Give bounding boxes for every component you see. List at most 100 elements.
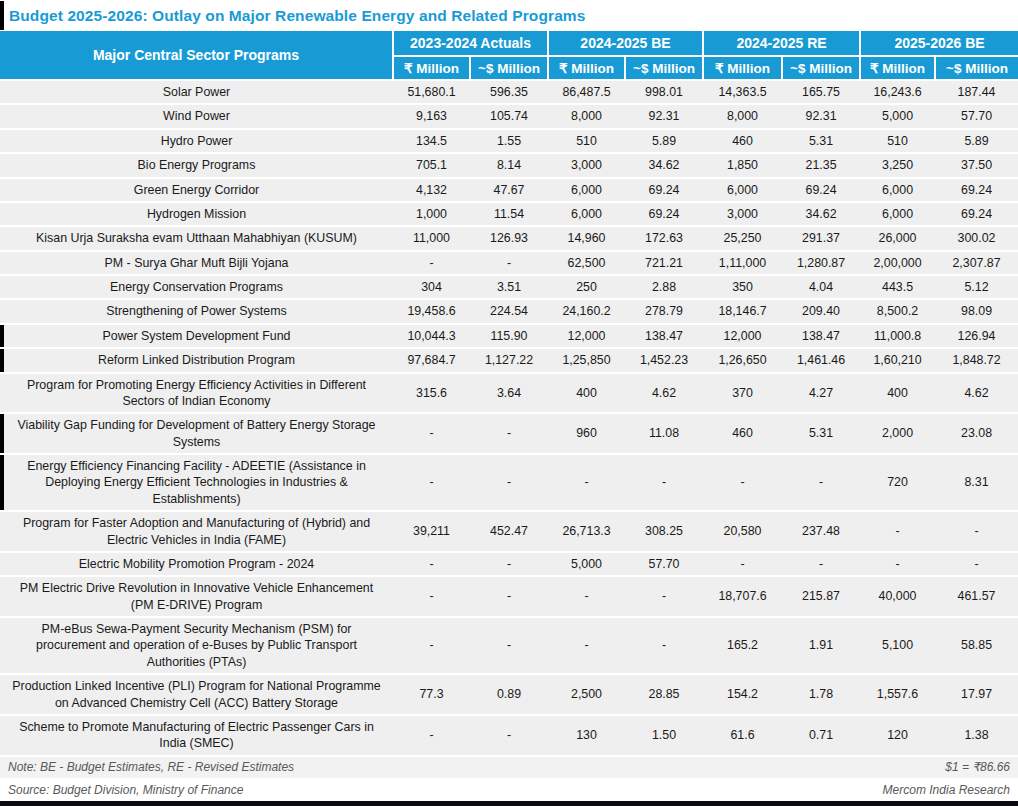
unit-header: ₹ Million [703,56,782,80]
unit-header: ~$ Million [935,56,1018,80]
table-row: Wind Power 9,163105.748,00092.318,00092.… [0,104,1018,128]
program-cell: PM-eBus Sewa-Payment Security Mechanism … [0,617,393,674]
unit-header: ₹ Million [548,56,625,80]
value-cell: - [860,511,935,552]
program-cell: Program for Promoting Energy Efficiency … [0,373,393,414]
table-row: Program for Faster Adoption and Manufact… [0,511,1018,552]
program-cell: PM - Surya Ghar Muft Bijli Yojana [0,251,393,275]
value-cell: 400 [548,373,625,414]
value-cell: 138.47 [782,324,860,348]
value-cell: 105.74 [470,104,548,128]
program-cell: Scheme to Promote Manufacturing of Elect… [0,715,393,756]
program-cell: Electric Mobility Promotion Program - 20… [0,552,393,576]
table-row: Hydro Power 134.51.555105.894605.315105.… [0,129,1018,153]
value-cell: 370 [703,373,782,414]
value-cell: 278.79 [625,299,703,323]
value-cell: - [860,552,935,576]
year-group-header-actuals: 2023-2024 Actuals [393,31,548,56]
value-cell: 138.47 [625,324,703,348]
value-cell: 26,713.3 [548,511,625,552]
note-text: Note: BE - Budget Estimates, RE - Revise… [8,760,294,774]
value-cell: - [470,251,548,275]
value-cell: 14,960 [548,226,625,250]
table-row: Scheme to Promote Manufacturing of Elect… [0,715,1018,756]
table-row: Reform Linked Distribution Program 97,68… [0,348,1018,372]
table-row: Solar Power 51,680.1596.3586,487.5998.01… [0,80,1018,104]
program-cell: Solar Power [0,80,393,104]
value-cell: 8,000 [703,104,782,128]
value-cell: 2,307.87 [935,251,1018,275]
year-group-header-be-2526: 2025-2026 BE [860,31,1018,56]
program-cell: Energy Efficiency Financing Facility - A… [0,454,393,511]
value-cell: 8,000 [548,104,625,128]
source-text: Source: Budget Division, Ministry of Fin… [8,783,243,797]
value-cell: 1,557.6 [860,674,935,715]
value-cell: - [470,576,548,617]
value-cell: 58.85 [935,617,1018,674]
program-cell: Hydro Power [0,129,393,153]
value-cell: 11,000 [393,226,470,250]
table-row: Power System Development Fund 10,044.311… [0,324,1018,348]
value-cell: - [393,251,470,275]
value-cell: 5.31 [782,129,860,153]
value-cell: 28.85 [625,674,703,715]
value-cell: 300.02 [935,226,1018,250]
value-cell: 6,000 [548,178,625,202]
value-cell: - [548,617,625,674]
bottom-bar [0,801,1018,806]
value-cell: 705.1 [393,153,470,177]
value-cell: 12,000 [703,324,782,348]
value-cell: 86,487.5 [548,80,625,104]
value-cell: 1.55 [470,129,548,153]
value-cell: 37.50 [935,153,1018,177]
value-cell: 12,000 [548,324,625,348]
unit-header: ~$ Million [470,56,548,80]
value-cell: 224.54 [470,299,548,323]
value-cell: 4,132 [393,178,470,202]
value-cell: 5,000 [548,552,625,576]
program-cell: Bio Energy Programs [0,153,393,177]
value-cell: 19,458.6 [393,299,470,323]
value-cell: 57.70 [935,104,1018,128]
budget-table-page: Budget 2025-2026: Outlay on Major Renewa… [0,0,1018,806]
value-cell: - [935,552,1018,576]
value-cell: 1,000 [393,202,470,226]
program-cell: Wind Power [0,104,393,128]
value-cell: - [703,552,782,576]
value-cell: 1,127.22 [470,348,548,372]
value-cell: - [625,576,703,617]
year-header-row: Major Central Sector Programs 2023-2024 … [0,31,1018,56]
value-cell: 14,363.5 [703,80,782,104]
value-cell: - [393,617,470,674]
value-cell: 5.89 [935,129,1018,153]
value-cell: 10,044.3 [393,324,470,348]
program-cell: Power System Development Fund [0,324,393,348]
program-cell: PM Electric Drive Revolution in Innovati… [0,576,393,617]
table-row: Production Linked Incentive (PLI) Progra… [0,674,1018,715]
value-cell: 1,26,650 [703,348,782,372]
table-row: Program for Promoting Energy Efficiency … [0,373,1018,414]
value-cell: 460 [703,129,782,153]
value-cell: 1.91 [782,617,860,674]
value-cell: 69.24 [935,178,1018,202]
value-cell: 134.5 [393,129,470,153]
value-cell: - [393,576,470,617]
value-cell: - [393,454,470,511]
value-cell: - [470,552,548,576]
value-cell: 34.62 [782,202,860,226]
value-cell: 3,000 [703,202,782,226]
budget-table: Major Central Sector Programs 2023-2024 … [0,31,1018,757]
value-cell: 291.37 [782,226,860,250]
program-cell: Program for Faster Adoption and Manufact… [0,511,393,552]
value-cell: 350 [703,275,782,299]
value-cell: 6,000 [860,202,935,226]
table-row: Green Energy Corridor 4,13247.676,00069.… [0,178,1018,202]
table-row: Electric Mobility Promotion Program - 20… [0,552,1018,576]
value-cell: 11.54 [470,202,548,226]
value-cell: 69.24 [782,178,860,202]
value-cell: 11.08 [625,413,703,454]
value-cell: 92.31 [782,104,860,128]
unit-header: ~$ Million [782,56,860,80]
table-row: PM - Surya Ghar Muft Bijli Yojana --62,5… [0,251,1018,275]
table-row: PM-eBus Sewa-Payment Security Mechanism … [0,617,1018,674]
